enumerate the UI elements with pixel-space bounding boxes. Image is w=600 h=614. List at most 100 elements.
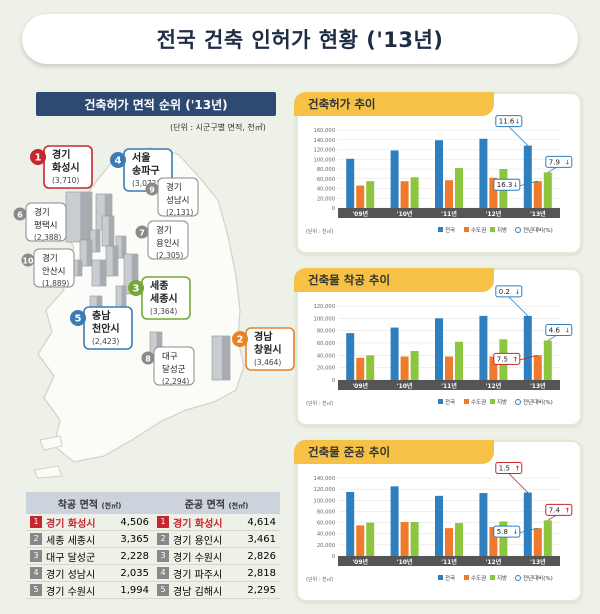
marker-label-box: [153, 346, 195, 386]
ranking-table-body: 1 경기 화성시 4,506 1 경기 화성시 4,614 2 세종 세종시 3,365 2 경기 …: [26, 514, 280, 599]
region-label: 서울: [132, 151, 150, 164]
callout-box: [495, 115, 523, 128]
x-tick-label: '10년: [397, 382, 413, 390]
bar: [346, 158, 355, 208]
bar: [356, 525, 365, 556]
rank-badge: 2: [30, 533, 42, 545]
bar: [400, 181, 409, 208]
ranking-table: 착공 면적 (천㎡) 준공 면적 (천㎡) 1 경기 화성시 4,506 1 경기 화성…: [26, 492, 280, 599]
bar: [543, 520, 552, 556]
y-tick-label: 160,000: [314, 128, 335, 134]
x-tick-label: '10년: [397, 558, 413, 566]
building-shade: [112, 246, 118, 276]
rank-marker: [135, 225, 149, 239]
y-tick-label: 140,000: [314, 476, 335, 482]
x-axis-band: [338, 380, 560, 390]
x-tick-label: '13년: [530, 558, 546, 566]
region-name: 대구 달성군: [46, 552, 96, 564]
x-tick-label: '10년: [397, 210, 413, 218]
legend-swatch: [438, 575, 443, 580]
bar: [346, 491, 355, 556]
y-tick-label: 0: [332, 206, 335, 212]
bar: [533, 355, 542, 380]
rank-number: 9: [149, 186, 155, 195]
y-tick-label: 80,000: [317, 509, 335, 515]
korea-map-area: 1 경기 화성시 (3,710) 2 경남 창원시 (3,464) 3 세종 세종시 (3,364) 4…: [0, 140, 295, 485]
rank-number: 4: [115, 156, 122, 167]
chart-complete: 140,000 120,000 100,000 80,000 60,000 40,000 2…: [306, 461, 573, 583]
area-value: 2,826: [247, 550, 276, 562]
x-tick-label: '09년: [352, 210, 368, 218]
y-tick-label: 120,000: [314, 487, 335, 493]
bar: [445, 180, 453, 208]
legend-label: 전년대비(%): [523, 226, 553, 234]
area-value: 2,295: [247, 584, 276, 596]
area-value-label: (3,364): [150, 307, 177, 316]
building-shade: [221, 336, 230, 380]
rank-cell-left: 1 경기 화성시 4,506: [26, 515, 153, 530]
region-label: 경남: [254, 330, 273, 343]
unit-label: (단위 : 천㎡): [306, 228, 334, 235]
region-name: 경기 수원시: [46, 586, 96, 598]
bar: [410, 177, 419, 208]
area-value-label: (1,889): [42, 279, 69, 288]
rank-number: 1: [35, 153, 42, 164]
callout-leader: [507, 125, 529, 146]
city-label: 안산시: [42, 266, 65, 277]
building-shade: [121, 236, 126, 258]
region-label: 충남: [92, 309, 111, 322]
page-title: 전국 건축 인허가 현황 ('13년): [156, 28, 444, 52]
table-row: 1 경기 화성시 4,506 1 경기 화성시 4,614: [26, 514, 280, 531]
callout-value: 7.9: [549, 158, 560, 166]
bar: [390, 327, 399, 380]
bar: [366, 355, 375, 380]
building-shade: [86, 240, 92, 266]
callout-value: 16.3: [497, 181, 513, 189]
legend-swatch: [490, 399, 495, 404]
region-label: 경기: [34, 207, 50, 218]
bar: [479, 493, 488, 556]
x-tick-label: '12년: [486, 382, 502, 390]
callout-box: [493, 525, 521, 538]
arrow-up-icon: ↑: [513, 355, 518, 363]
city-label: 화성시: [52, 161, 80, 174]
y-tick-label: 80,000: [317, 167, 335, 173]
marker-label-box: [43, 145, 93, 189]
bar: [489, 356, 498, 380]
bar: [445, 528, 453, 556]
city-label: 세종시: [150, 292, 178, 305]
bar: [410, 522, 419, 556]
building-shade: [156, 332, 162, 358]
bar: [489, 177, 498, 208]
y-tick-label: 120,000: [314, 304, 335, 310]
bar: [445, 356, 453, 380]
marker-label-box: [141, 276, 191, 320]
chart-title: 건축물 준공 추이: [294, 440, 494, 464]
legend-label: 전국: [445, 574, 455, 582]
callout-box: [495, 461, 523, 474]
area-value-label: (3,464): [254, 358, 281, 367]
rank-badge: 4: [157, 567, 169, 579]
callout-leader: [507, 472, 529, 493]
area-value: 1,994: [120, 584, 149, 596]
legend-label: 전국: [445, 398, 455, 406]
rank-badge: 4: [30, 567, 42, 579]
callout-box: [495, 285, 523, 298]
rank-cell-left: 5 경기 수원시 1,994: [26, 583, 153, 598]
marker-label-box: [83, 306, 133, 350]
bar: [455, 523, 463, 556]
rank-number: 6: [17, 211, 23, 220]
callout-value: 1.5: [499, 464, 510, 472]
area-value: 2,035: [120, 567, 149, 579]
rank-number: 2: [237, 335, 244, 346]
x-tick-label: '11년: [441, 382, 457, 390]
bar: [543, 340, 552, 380]
legend-swatch: [490, 575, 495, 580]
ranking-unit-note: (단위 : 시군구별 면적, 천㎡): [170, 123, 266, 132]
marker-label-box: [245, 327, 295, 371]
arrow-up-icon: ↑: [515, 464, 520, 472]
x-tick-label: '13년: [530, 382, 546, 390]
rank-marker: [145, 182, 159, 196]
bar: [390, 150, 399, 208]
rank-number: 7: [139, 229, 145, 238]
